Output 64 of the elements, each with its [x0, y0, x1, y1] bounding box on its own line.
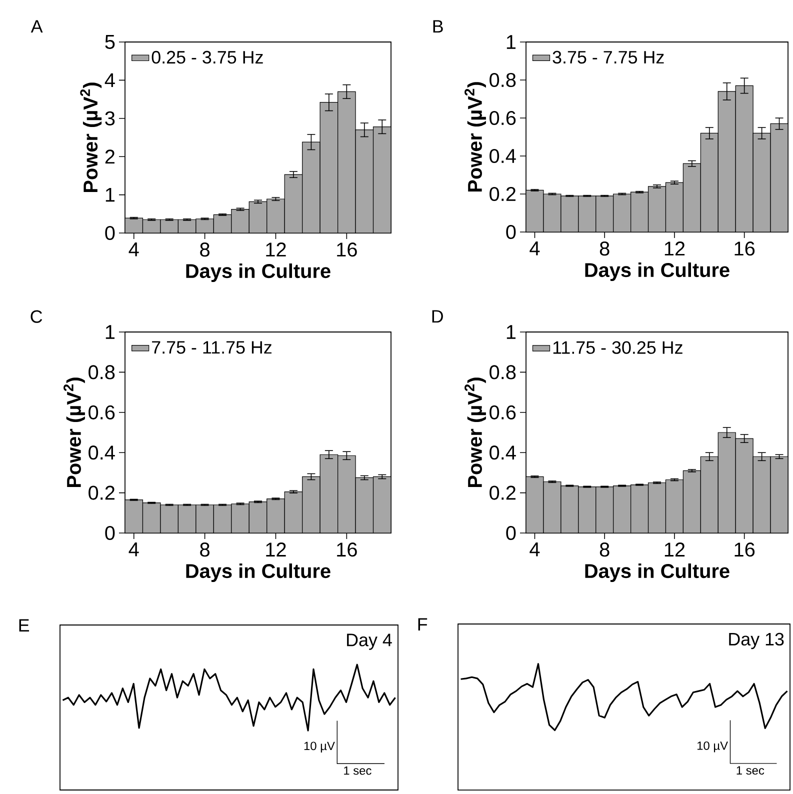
text: E — [19, 619, 30, 632]
text: Day 13 — [729, 632, 784, 650]
y-tick-label: 5 — [105, 35, 115, 49]
x-axis-title: Days in Culture — [585, 262, 730, 282]
text: 1 sec — [344, 766, 372, 775]
x-tick-label: 12 — [664, 242, 685, 256]
y-tick-label: 1 — [506, 35, 516, 49]
y-axis-title: Power (µV$^{2}$) — [464, 82, 486, 192]
text: 10 µV — [697, 741, 728, 752]
text: C — [30, 310, 42, 323]
legend-label: 0.25 - 3.75 Hz — [152, 50, 263, 64]
x-tick-label: 16 — [734, 542, 755, 557]
legend-label: 7.75 - 11.75 Hz — [152, 341, 272, 354]
x-tick-label: 8 — [600, 542, 610, 557]
y-tick-label: 0.6 — [490, 405, 516, 420]
x-axis-title: Days in Culture — [186, 263, 330, 282]
x-tick-label: 8 — [200, 542, 210, 557]
y-tick-label: 0 — [105, 526, 115, 540]
y-tick-label: 0 — [506, 224, 516, 240]
y-tick-label: 2 — [105, 150, 114, 164]
y-tick-label: 0.8 — [490, 72, 516, 88]
x-axis-title: Days in Culture — [585, 563, 730, 582]
x-tick-label: 4 — [530, 542, 540, 556]
y-tick-label: 0.2 — [88, 486, 114, 500]
y-tick-label: 1 — [106, 325, 115, 339]
x-tick-label: 16 — [734, 242, 755, 256]
y-tick-label: 0 — [506, 526, 516, 540]
text: 1 sec — [736, 766, 764, 775]
y-tick-label: 4 — [104, 73, 115, 88]
text: D — [432, 310, 443, 323]
y-tick-label: 0.4 — [490, 148, 516, 164]
y-tick-label: 0.2 — [490, 186, 516, 202]
text: F — [418, 618, 428, 631]
y-tick-label: 0 — [105, 226, 115, 240]
text: Day 4 — [347, 634, 392, 650]
y-tick-label: 0.8 — [490, 365, 516, 380]
y-tick-label: 0.4 — [88, 446, 115, 460]
x-tick-label: 4 — [128, 242, 139, 256]
legend-label: 11.75 - 30.25 Hz — [553, 341, 682, 354]
y-axis-title: Power (µV$^{2}$) — [80, 82, 102, 192]
x-axis-title: Days in Culture — [186, 563, 330, 582]
text: A — [30, 20, 43, 33]
y-axis-title: Power (µV$^{2}$) — [64, 378, 85, 487]
y-tick-label: 3 — [105, 111, 115, 126]
y-tick-label: 1 — [106, 188, 115, 202]
y-tick-label: 0.4 — [490, 446, 516, 460]
x-tick-label: 8 — [600, 242, 610, 256]
text: 10 µV — [304, 742, 335, 753]
x-tick-label: 4 — [530, 242, 540, 256]
y-axis-title: Power (µV$^{2}$) — [464, 378, 486, 487]
x-tick-label: 16 — [337, 542, 357, 557]
y-tick-label: 1 — [506, 325, 516, 339]
x-tick-label: 12 — [266, 542, 286, 556]
text: B — [433, 20, 443, 33]
x-tick-label: 8 — [200, 242, 210, 257]
legend-label: 3.75 - 7.75 Hz — [552, 50, 664, 64]
y-tick-label: 0.8 — [88, 365, 115, 380]
y-tick-label: 0.2 — [490, 486, 516, 500]
x-tick-label: 4 — [128, 542, 139, 556]
x-tick-label: 12 — [266, 242, 286, 256]
y-tick-label: 0.6 — [490, 110, 516, 126]
y-tick-label: 0.6 — [88, 405, 115, 420]
x-tick-label: 12 — [664, 542, 685, 556]
x-tick-label: 16 — [337, 242, 357, 257]
